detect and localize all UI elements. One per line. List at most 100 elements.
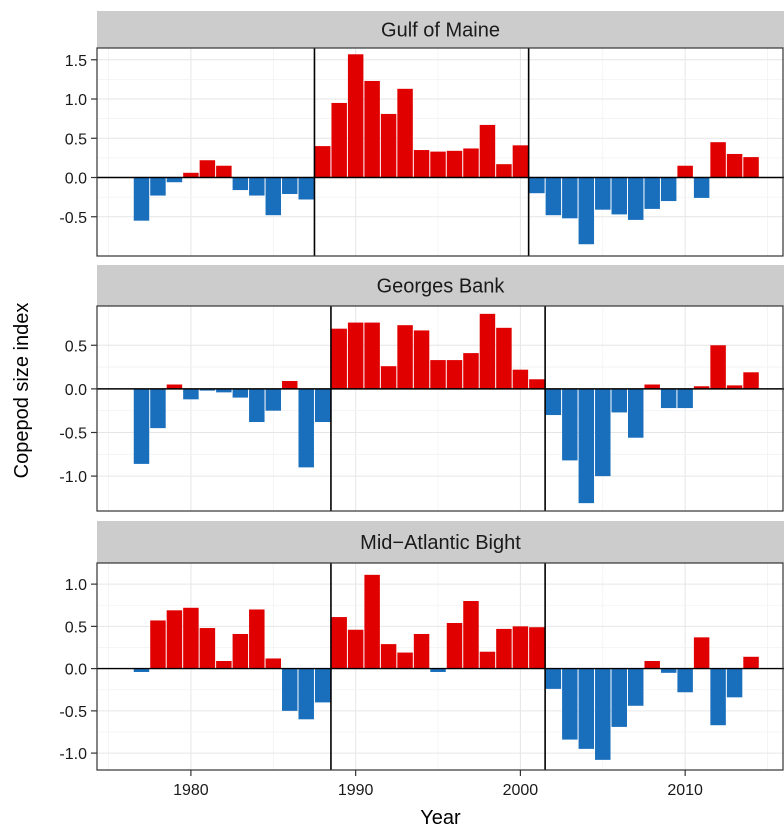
bar-positive: [397, 88, 413, 178]
y-tick-label: -1.0: [59, 746, 87, 763]
bar-positive: [677, 165, 693, 178]
x-tick-label: 2010: [667, 782, 703, 799]
bar-negative: [611, 177, 627, 215]
bar-positive: [512, 626, 529, 669]
bar-negative: [627, 177, 644, 220]
panel-border: [96, 562, 784, 771]
y-tick-label: 0.5: [65, 619, 87, 636]
bar-positive: [364, 322, 380, 389]
bar-positive: [314, 146, 331, 178]
bar-positive: [726, 153, 743, 178]
bar-negative: [282, 177, 298, 194]
y-tick-label: -0.5: [59, 425, 87, 442]
facet-strip: [97, 265, 784, 306]
bar-positive: [446, 360, 463, 389]
bar-positive: [512, 369, 529, 389]
bar-negative: [545, 177, 562, 216]
bar-negative: [677, 668, 693, 693]
bar-negative: [529, 177, 545, 194]
bar-negative: [660, 668, 677, 673]
bar-negative: [183, 388, 199, 400]
bar-positive: [249, 609, 265, 669]
bar-positive: [150, 620, 166, 669]
bar-positive: [199, 628, 216, 669]
bar-negative: [298, 668, 314, 720]
bar-positive: [347, 629, 364, 669]
bar-positive: [743, 372, 759, 389]
bar-positive: [397, 325, 413, 389]
bar-negative: [693, 177, 710, 198]
panel-border: [96, 305, 784, 512]
bar-positive: [265, 658, 282, 669]
y-tick-label: 0.0: [65, 382, 87, 399]
bar-positive: [529, 379, 545, 389]
bar-negative: [216, 388, 232, 393]
bar-negative: [562, 668, 578, 740]
bar-negative: [314, 388, 331, 423]
y-tick-label: 0.5: [65, 131, 87, 148]
x-tick-label: 1990: [338, 782, 374, 799]
bar-positive: [216, 165, 232, 178]
bar-negative: [133, 388, 150, 464]
bar-positive: [397, 652, 413, 669]
bar-positive: [282, 381, 298, 389]
bar-positive: [446, 622, 463, 669]
bar-positive: [199, 160, 216, 178]
bar-positive: [380, 644, 397, 669]
bar-negative: [265, 177, 282, 216]
bar-negative: [265, 388, 282, 411]
bar-positive: [430, 151, 446, 178]
y-tick-label: 1.0: [65, 92, 87, 109]
bar-positive: [183, 172, 199, 178]
bar-positive: [726, 385, 743, 389]
bar-negative: [627, 388, 644, 438]
bar-negative: [595, 388, 611, 477]
bar-positive: [183, 607, 199, 669]
bar-negative: [166, 177, 183, 183]
bar-negative: [199, 388, 216, 391]
y-tick-label: -0.5: [59, 704, 87, 721]
bar-positive: [413, 150, 430, 178]
bar-positive: [496, 164, 512, 178]
bar-positive: [364, 80, 380, 178]
bar-negative: [562, 177, 578, 219]
bar-positive: [496, 628, 512, 669]
bar-negative: [249, 177, 265, 196]
bar-negative: [133, 177, 150, 221]
bar-positive: [693, 637, 710, 669]
y-axis-title: Copepod size index: [11, 303, 33, 479]
bar-negative: [545, 668, 562, 689]
facet-title: Georges Bank: [377, 276, 506, 298]
bar-negative: [150, 177, 166, 196]
bar-negative: [150, 388, 166, 429]
bar-negative: [430, 668, 446, 672]
bar-positive: [743, 656, 759, 669]
bar-positive: [166, 610, 183, 669]
bar-negative: [595, 177, 611, 210]
bar-negative: [578, 388, 595, 504]
bar-negative: [314, 668, 331, 703]
bar-negative: [710, 668, 726, 726]
y-tick-label: 0.0: [65, 662, 87, 679]
bar-positive: [347, 54, 364, 178]
y-tick-label: 0.5: [65, 338, 87, 355]
bar-negative: [562, 388, 578, 461]
bar-negative: [660, 388, 677, 409]
bar-positive: [479, 651, 496, 669]
bar-positive: [479, 313, 496, 389]
bar-positive: [644, 384, 660, 389]
bar-positive: [331, 102, 347, 178]
y-tick-label: -0.5: [59, 210, 87, 227]
bar-positive: [430, 360, 446, 389]
bar-negative: [578, 668, 595, 749]
bar-negative: [660, 177, 677, 202]
x-tick-label: 2000: [503, 782, 539, 799]
bar-positive: [331, 328, 347, 389]
bar-positive: [331, 617, 347, 669]
bar-positive: [463, 601, 479, 669]
bar-positive: [364, 574, 380, 669]
facet-strip: [97, 521, 784, 563]
bar-positive: [529, 627, 545, 669]
